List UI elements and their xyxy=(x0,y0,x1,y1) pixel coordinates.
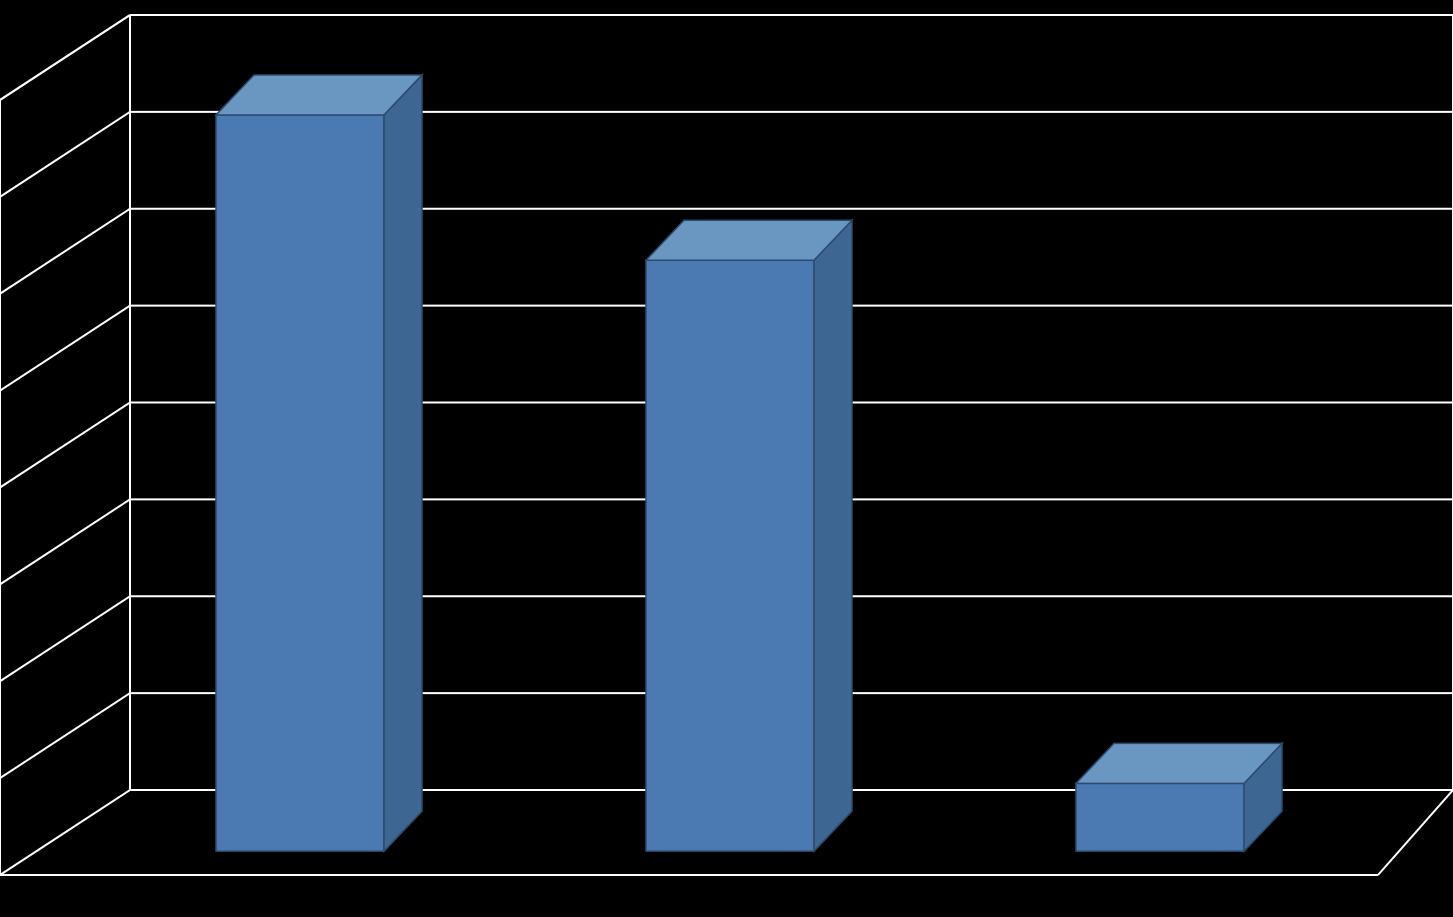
bar xyxy=(216,75,422,851)
bar xyxy=(1076,743,1282,851)
bar xyxy=(646,220,852,851)
bar-chart-3d xyxy=(0,0,1453,917)
